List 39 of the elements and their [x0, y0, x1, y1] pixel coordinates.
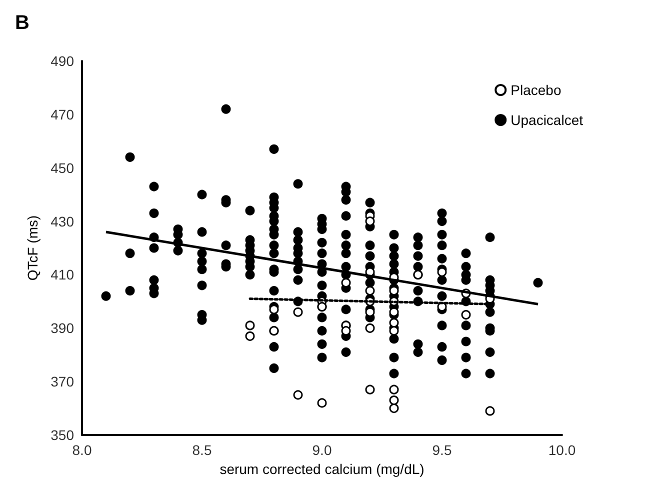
point — [317, 398, 327, 408]
y-tick-label: 430 — [50, 213, 74, 230]
point — [269, 304, 279, 314]
y-tick-label: 410 — [50, 266, 74, 283]
point — [389, 307, 399, 317]
y-axis-title: QTcF (ms) — [24, 215, 41, 281]
x-tick-label: 10.0 — [548, 442, 576, 458]
point — [437, 267, 447, 277]
y-tick-label: 370 — [50, 374, 74, 390]
point — [341, 278, 351, 288]
point — [245, 331, 255, 341]
x-tick-label: 9.5 — [432, 442, 452, 458]
point — [389, 404, 399, 414]
point — [365, 307, 375, 317]
point — [365, 384, 375, 394]
legend-label: Placebo — [510, 82, 562, 98]
x-tick-label: 8.0 — [72, 442, 92, 458]
y-tick-label: 470 — [50, 106, 74, 122]
x-tick-label: 9.0 — [312, 442, 332, 458]
point — [389, 326, 399, 336]
y-tick-label: 490 — [50, 53, 74, 69]
x-axis-title: serum corrected calcium (mg/dL) — [220, 460, 424, 477]
point — [365, 323, 375, 333]
y-tick-label: 350 — [50, 427, 74, 443]
point — [485, 406, 495, 416]
x-tick-label: 8.5 — [192, 442, 212, 458]
point — [389, 396, 399, 406]
point — [365, 216, 375, 226]
chart-title: B — [15, 12, 30, 34]
point — [389, 384, 399, 394]
y-tick-label: 390 — [50, 320, 74, 336]
y-tick-label: 450 — [50, 160, 74, 176]
point — [365, 286, 375, 296]
point — [293, 390, 303, 400]
point — [461, 310, 471, 320]
point — [245, 320, 255, 330]
point — [341, 326, 351, 336]
legend-label: Upacicalcet — [510, 112, 584, 128]
point — [293, 307, 303, 317]
